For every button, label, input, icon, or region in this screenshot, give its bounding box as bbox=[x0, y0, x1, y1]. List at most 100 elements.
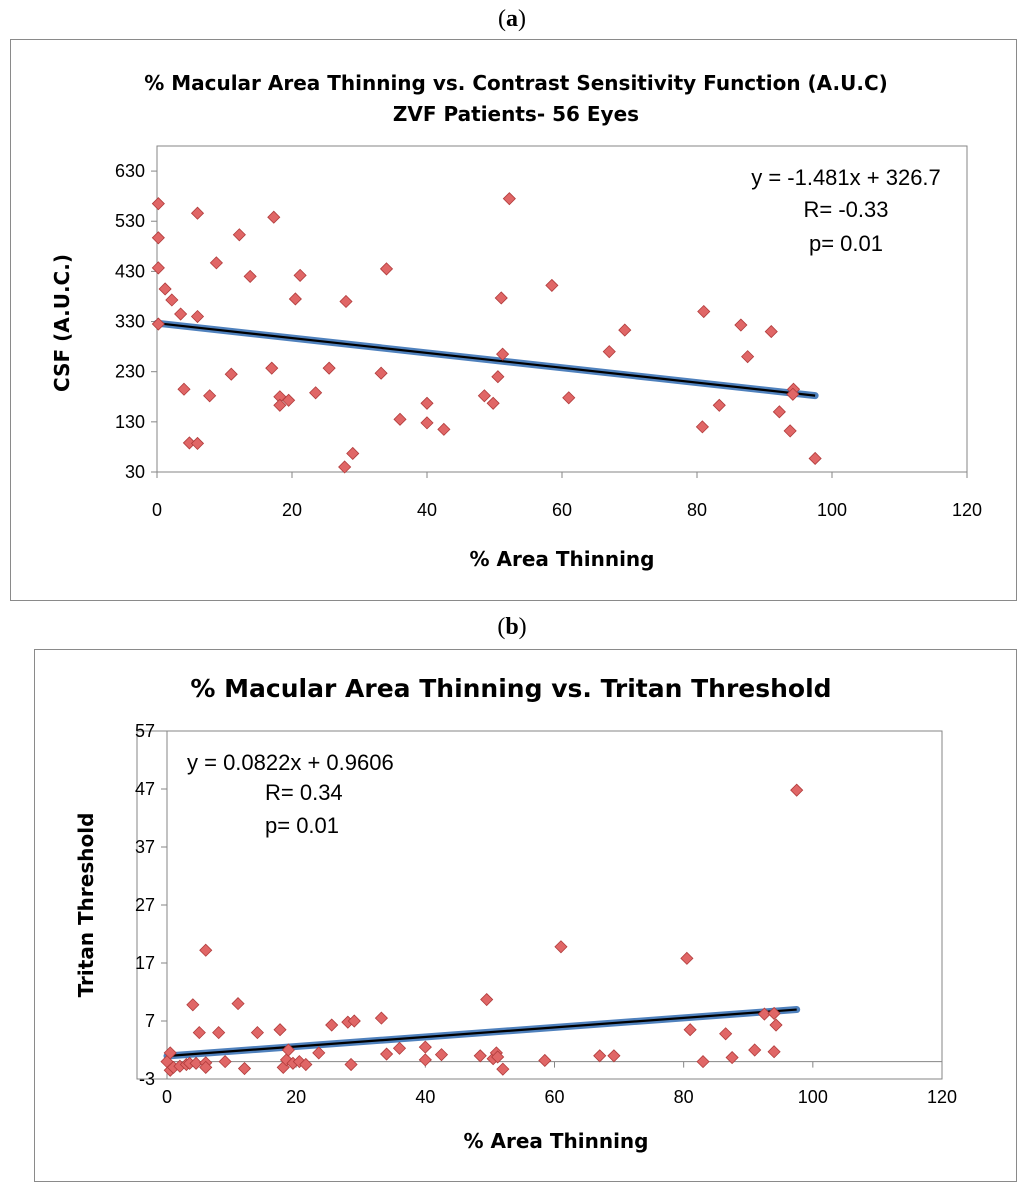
chart-b-data-point bbox=[767, 1006, 781, 1021]
chart-a-ytick-label: 130 bbox=[115, 412, 145, 432]
chart-b-ytick-label: 57 bbox=[135, 721, 155, 741]
chart-b-data-point bbox=[237, 1061, 252, 1076]
chart-b-ytick-label: 17 bbox=[135, 953, 155, 973]
chart-b-xtick-label: 100 bbox=[798, 1087, 828, 1107]
chart-a-data-point bbox=[374, 366, 388, 380]
chart-a-data-point bbox=[346, 446, 360, 461]
chart-a-data-point bbox=[339, 294, 353, 309]
chart-b-title: % Macular Area Thinning vs. Tritan Thres… bbox=[190, 674, 831, 703]
chart-b-trendline bbox=[166, 1008, 797, 1058]
chart-a-data-point bbox=[243, 269, 257, 283]
chart-b-data-point bbox=[273, 1023, 287, 1037]
chart-a-data-point bbox=[177, 382, 191, 396]
chart-a-data-point bbox=[764, 325, 778, 339]
chart-a-data-point bbox=[772, 405, 786, 419]
chart-a-data-point bbox=[273, 398, 287, 412]
chart-a-data-point bbox=[288, 292, 302, 306]
chart-a-data-point bbox=[158, 282, 172, 296]
chart-a-data-point bbox=[491, 370, 505, 384]
chart-b-data-point bbox=[199, 1060, 213, 1074]
chart-b-data-point bbox=[418, 1040, 432, 1054]
chart-a-data-point bbox=[741, 350, 755, 364]
chart-a-title: % Macular Area Thinning vs. Contrast Sen… bbox=[144, 71, 888, 95]
chart-b-xlabel: % Area Thinning bbox=[464, 1129, 649, 1153]
chart-b-data-point bbox=[683, 1023, 697, 1037]
chart-b-xtick-label: 40 bbox=[415, 1087, 435, 1107]
chart-a-data-point bbox=[267, 210, 281, 224]
panel-a-letter: a bbox=[506, 6, 518, 32]
chart-b-data-point bbox=[312, 1046, 326, 1060]
chart-b-equation: y = 0.0822x + 0.9606 bbox=[187, 750, 394, 775]
chart-b-data-point bbox=[299, 1057, 313, 1072]
chart-a-data-point bbox=[393, 412, 407, 426]
chart-a-xtick-label: 120 bbox=[952, 500, 982, 520]
chart-b-xtick-label: 0 bbox=[162, 1087, 172, 1107]
chart-b-data-point bbox=[347, 1014, 361, 1028]
chart-a-data-point bbox=[224, 367, 238, 381]
panel-a-label: (a) bbox=[498, 6, 526, 32]
chart-a-data-point bbox=[486, 396, 500, 410]
chart-a-ytick-label: 530 bbox=[115, 211, 145, 231]
chart-a-frame: % Macular Area Thinning vs. Contrast Sen… bbox=[10, 39, 1017, 601]
chart-b-data-point bbox=[719, 1027, 733, 1041]
chart-a-xtick-label: 60 bbox=[552, 500, 572, 520]
chart-a-data-point bbox=[477, 389, 491, 403]
chart-b-svg: % Macular Area Thinning vs. Tritan Thres… bbox=[74, 674, 957, 1153]
chart-a-xtick-label: 0 bbox=[152, 500, 162, 520]
chart-b-data-point bbox=[790, 783, 804, 797]
chart-a-data-point bbox=[808, 451, 822, 466]
chart-b-data-point bbox=[392, 1041, 407, 1055]
chart-b-data-point bbox=[593, 1049, 607, 1063]
chart-a-data-point bbox=[232, 228, 246, 242]
chart-b-frame: % Macular Area Thinning vs. Tritan Thres… bbox=[34, 649, 1017, 1182]
chart-b-data-point bbox=[434, 1048, 449, 1062]
chart-a-data-point bbox=[502, 192, 516, 206]
chart-b-r-value: R= 0.34 bbox=[265, 780, 343, 805]
chart-a-data-point bbox=[282, 393, 296, 407]
chart-b-ytick-label: 47 bbox=[135, 779, 155, 799]
chart-a-data-point bbox=[293, 268, 307, 282]
chart-b-ytick-label: 27 bbox=[135, 895, 155, 915]
chart-b-data-point bbox=[725, 1050, 739, 1065]
chart-a-data-point bbox=[265, 361, 279, 375]
chart-a-data-point bbox=[783, 424, 797, 438]
chart-b-data-point bbox=[163, 1046, 177, 1060]
chart-a-data-point bbox=[165, 293, 179, 307]
chart-b-data-point bbox=[344, 1057, 358, 1072]
chart-a-ytick-label: 330 bbox=[115, 312, 145, 332]
chart-a-data-point bbox=[420, 396, 434, 410]
chart-b-plot-area bbox=[136, 730, 943, 1080]
chart-b-data-point bbox=[212, 1026, 226, 1040]
chart-a-xtick-label: 40 bbox=[417, 500, 437, 520]
chart-a-ytick-label: 430 bbox=[115, 261, 145, 281]
chart-a-data-point bbox=[734, 318, 748, 332]
chart-a-svg: % Macular Area Thinning vs. Contrast Sen… bbox=[50, 71, 982, 571]
chart-b-data-point bbox=[250, 1026, 264, 1040]
chart-a-data-point bbox=[190, 206, 205, 220]
chart-a-data-point bbox=[322, 361, 336, 375]
chart-b-ylabel: Tritan Threshold bbox=[74, 813, 98, 998]
chart-a-data-point bbox=[496, 347, 510, 361]
chart-a-data-point bbox=[151, 197, 165, 211]
chart-a-data-point bbox=[697, 304, 711, 319]
chart-b-xtick-label: 20 bbox=[286, 1087, 306, 1107]
panel-b-label: (b) bbox=[497, 614, 527, 640]
chart-a-data-point bbox=[545, 278, 559, 292]
chart-b-data-point bbox=[374, 1011, 388, 1025]
chart-b-data-point bbox=[554, 940, 568, 954]
chart-b-data-point bbox=[418, 1053, 432, 1067]
chart-a-data-point bbox=[338, 460, 352, 474]
chart-b-data-point bbox=[186, 998, 200, 1012]
chart-a-data-point bbox=[203, 389, 217, 403]
chart-a-ytick-label: 230 bbox=[115, 362, 145, 382]
chart-a-data-point bbox=[151, 261, 165, 275]
chart-a-data-point bbox=[562, 391, 576, 405]
chart-a-xtick-label: 80 bbox=[687, 500, 707, 520]
chart-b-data-point bbox=[680, 951, 694, 965]
chart-a-data-point bbox=[379, 262, 394, 276]
chart-b-data-point bbox=[538, 1053, 552, 1068]
chart-b-data-point bbox=[491, 1050, 505, 1064]
chart-a-xtick-label: 100 bbox=[817, 500, 847, 520]
chart-b-data-point bbox=[757, 1007, 771, 1021]
panel-b-letter: b bbox=[505, 614, 519, 640]
